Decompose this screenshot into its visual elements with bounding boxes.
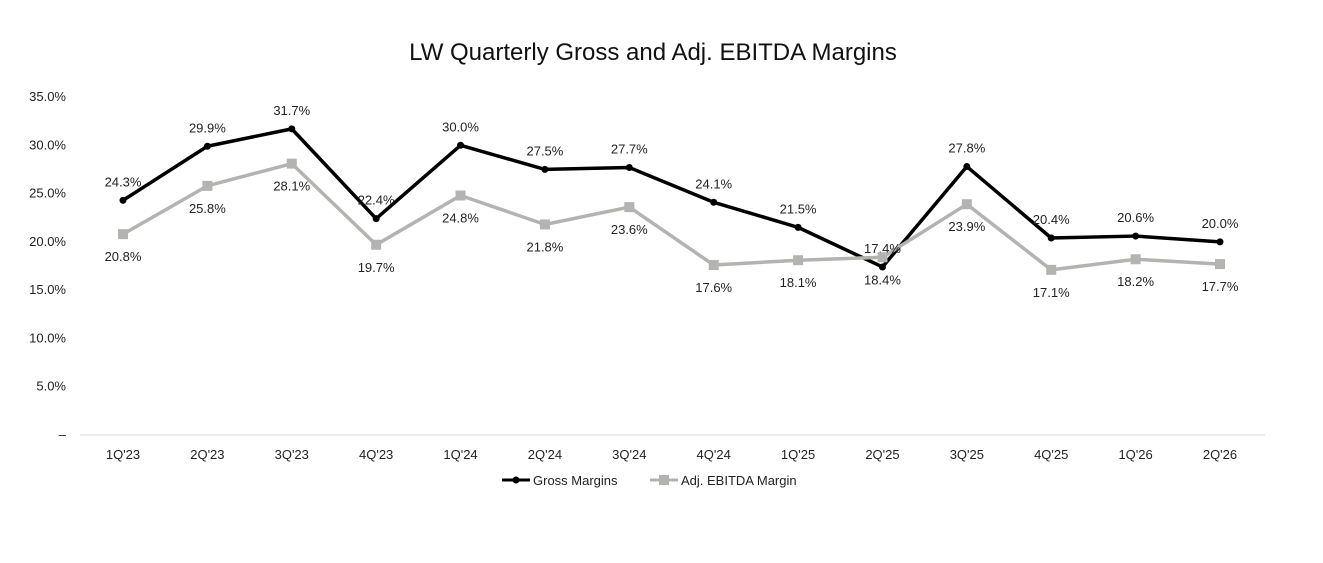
data-label: 18.4% xyxy=(864,272,901,287)
adj-ebitda-point xyxy=(455,190,466,201)
data-label: 24.8% xyxy=(442,211,479,226)
data-label: 28.1% xyxy=(273,179,310,194)
data-label: 31.7% xyxy=(273,103,310,118)
legend-label: Adj. EBITDA Margin xyxy=(681,473,797,488)
legend-marker-circle xyxy=(512,476,520,484)
data-label: 25.8% xyxy=(189,201,226,216)
data-label: 20.8% xyxy=(105,249,142,264)
y-tick-label: 25.0% xyxy=(29,186,66,201)
y-tick-label: 30.0% xyxy=(29,137,66,152)
gross-margin-point xyxy=(457,141,465,149)
adj-ebitda-point xyxy=(877,252,888,263)
gross-margin-point xyxy=(1132,232,1140,240)
adj-ebitda-point xyxy=(793,255,804,266)
gross-margin-point xyxy=(541,165,549,173)
adj-ebitda-point xyxy=(961,199,972,210)
series-line-adj-ebitda xyxy=(122,161,1221,272)
data-label: 17.1% xyxy=(1033,285,1070,300)
adj-ebitda-point xyxy=(286,158,297,169)
adj-ebitda-point xyxy=(1046,264,1057,275)
y-tick-label: 15.0% xyxy=(29,282,66,297)
gross-margin-point xyxy=(710,198,718,206)
x-tick-label: 4Q'23 xyxy=(359,447,393,462)
x-tick-label: 1Q'23 xyxy=(106,447,140,462)
data-label: 24.1% xyxy=(695,176,732,191)
gross-margin-point xyxy=(372,215,380,223)
x-tick-label: 3Q'24 xyxy=(612,447,646,462)
data-label: 17.6% xyxy=(695,280,732,295)
data-label: 23.6% xyxy=(611,222,648,237)
x-tick-label: 1Q'26 xyxy=(1118,447,1152,462)
adj-ebitda-point xyxy=(118,229,128,240)
data-label: 27.5% xyxy=(526,143,563,158)
gross-margin-point xyxy=(1216,238,1224,246)
x-tick-label: 2Q'25 xyxy=(865,447,899,462)
x-tick-label: 4Q'24 xyxy=(697,447,731,462)
legend-label: Gross Margins xyxy=(533,473,618,488)
x-tick-label: 2Q'26 xyxy=(1203,447,1237,462)
x-tick-label: 4Q'25 xyxy=(1034,447,1068,462)
adj-ebitda-point xyxy=(539,219,550,230)
data-label: 29.9% xyxy=(189,120,226,135)
chart-title: LW Quarterly Gross and Adj. EBITDA Margi… xyxy=(409,39,897,66)
adj-ebitda-point xyxy=(371,239,382,250)
gross-margin-point xyxy=(878,263,886,271)
adj-ebitda-point xyxy=(708,260,719,271)
data-label: 18.1% xyxy=(780,275,817,290)
data-label: 30.0% xyxy=(442,119,479,134)
x-tick-label: 2Q'24 xyxy=(528,447,562,462)
y-tick-label: – xyxy=(59,427,67,442)
data-label: 17.4% xyxy=(864,241,901,256)
legend-marker-square xyxy=(659,475,669,485)
adj-ebitda-point xyxy=(624,202,635,213)
y-tick-label: 35.0% xyxy=(29,89,66,104)
data-label: 17.7% xyxy=(1202,279,1239,294)
data-label: 19.7% xyxy=(358,260,395,275)
data-label: 20.4% xyxy=(1033,212,1070,227)
data-label: 24.3% xyxy=(105,174,142,189)
gross-margin-point xyxy=(119,196,127,204)
x-tick-label: 1Q'25 xyxy=(781,447,815,462)
adj-ebitda-point xyxy=(1130,254,1141,265)
y-tick-label: 10.0% xyxy=(29,330,66,345)
x-tick-label: 3Q'25 xyxy=(950,447,984,462)
x-tick-label: 3Q'23 xyxy=(275,447,309,462)
series-line-gross xyxy=(122,127,1221,269)
x-tick-label: 1Q'24 xyxy=(443,447,477,462)
data-label: 21.8% xyxy=(526,239,563,254)
adj-ebitda-point xyxy=(1215,259,1225,270)
data-label: 23.9% xyxy=(948,219,985,234)
data-label: 22.4% xyxy=(358,193,395,208)
y-tick-label: 5.0% xyxy=(36,379,66,394)
data-label: 18.2% xyxy=(1117,274,1154,289)
gross-margin-point xyxy=(1047,234,1055,242)
gross-margin-point xyxy=(963,163,971,171)
data-label: 27.8% xyxy=(948,141,985,156)
x-tick-label: 2Q'23 xyxy=(190,447,224,462)
gross-margin-point xyxy=(288,125,296,133)
gross-margin-point xyxy=(794,223,802,231)
data-label: 27.7% xyxy=(611,141,648,156)
data-label: 21.5% xyxy=(780,201,817,216)
data-label: 20.6% xyxy=(1117,210,1154,225)
gross-margin-point xyxy=(625,163,633,171)
data-label: 20.0% xyxy=(1202,216,1239,231)
adj-ebitda-point xyxy=(202,180,213,191)
gross-margin-point xyxy=(203,142,211,150)
y-tick-label: 20.0% xyxy=(29,234,66,249)
